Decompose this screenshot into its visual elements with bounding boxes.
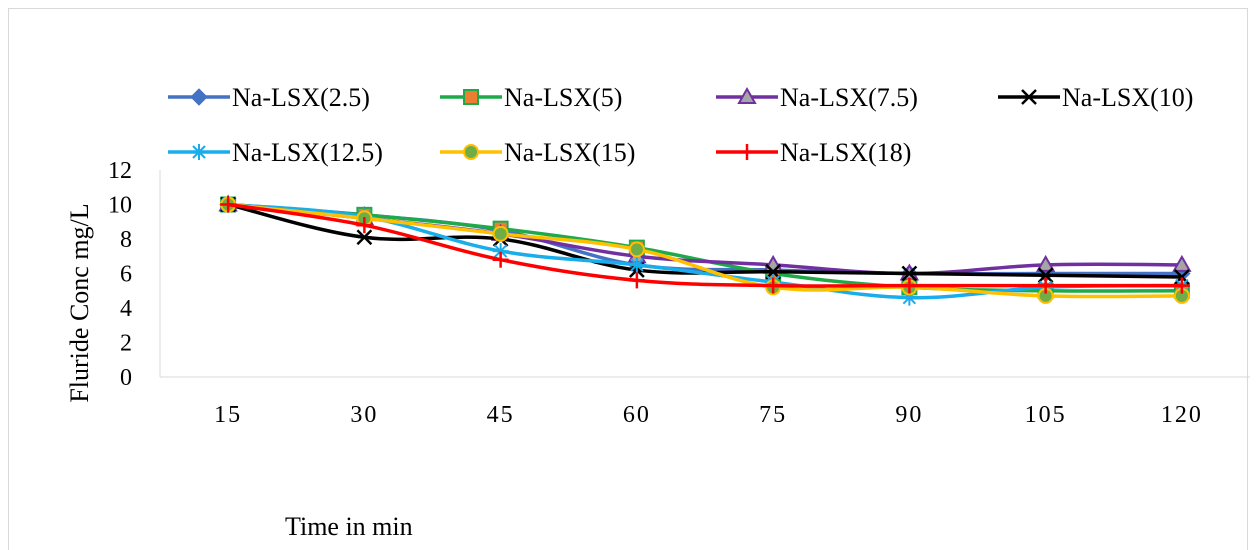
y-axis: 0 2 4 6 8 10 12 xyxy=(108,158,161,391)
data-point xyxy=(901,277,918,294)
data-point xyxy=(1037,267,1054,284)
data-point xyxy=(356,217,373,234)
chart-frame xyxy=(8,8,1248,550)
data-point xyxy=(190,88,208,106)
y-tick-label: 0 xyxy=(120,365,132,391)
data-point xyxy=(1021,89,1037,105)
legend-entry: Na-LSX(10) xyxy=(998,83,1193,112)
data-point xyxy=(463,144,479,160)
legend-label: Na-LSX(15) xyxy=(504,138,635,167)
x-axis-title: Time in min xyxy=(285,512,413,541)
data-point xyxy=(628,241,645,258)
y-tick-label: 2 xyxy=(120,331,132,357)
legend-label: Na-LSX(7.5) xyxy=(780,83,918,112)
legend-label: Na-LSX(10) xyxy=(1062,83,1193,112)
y-tick-label: 8 xyxy=(120,227,132,253)
legend-label: Na-LSX(2.5) xyxy=(232,83,370,112)
data-point xyxy=(765,277,782,294)
data-point xyxy=(628,256,645,273)
y-tick-label: 10 xyxy=(108,193,132,219)
legend-entry: Na-LSX(7.5) xyxy=(716,83,918,112)
legend-label: Na-LSX(5) xyxy=(504,83,622,112)
x-axis: 15 30 45 60 75 90 105 120 xyxy=(160,376,1250,428)
data-point xyxy=(737,86,757,104)
legend-entry: Na-LSX(15) xyxy=(440,138,635,167)
x-tick-label: 90 xyxy=(895,402,923,428)
legend: Na-LSX(2.5) Na-LSX(5) Na-LSX(7.5) Na-LSX(10… xyxy=(168,83,1193,167)
data-point xyxy=(356,229,373,246)
plot-series xyxy=(218,194,1192,306)
legend-label: Na-LSX(18) xyxy=(780,138,911,167)
y-tick-label: 6 xyxy=(120,262,132,288)
x-tick-label: 60 xyxy=(623,402,651,428)
data-point xyxy=(901,265,918,282)
data-point xyxy=(492,251,509,268)
data-point xyxy=(1173,277,1190,294)
legend-entry: Na-LSX(12.5) xyxy=(168,138,383,167)
series-line xyxy=(227,202,1182,299)
legend-entry: Na-LSX(5) xyxy=(440,83,622,112)
x-tick-label: 30 xyxy=(350,402,378,428)
y-tick-label: 4 xyxy=(120,296,132,322)
y-axis-title: Fluride Conc mg/L xyxy=(65,203,94,402)
data-point xyxy=(492,225,509,242)
data-point xyxy=(1035,254,1056,272)
data-point xyxy=(1037,277,1054,294)
legend-label: Na-LSX(12.5) xyxy=(232,138,383,167)
x-tick-label: 15 xyxy=(214,402,242,428)
data-point xyxy=(191,144,207,160)
data-point xyxy=(1172,254,1192,272)
x-tick-label: 105 xyxy=(1025,402,1067,428)
data-point xyxy=(739,144,755,160)
data-point xyxy=(463,89,479,105)
x-tick-label: 45 xyxy=(487,402,515,428)
data-point xyxy=(492,243,509,260)
data-point xyxy=(220,196,237,213)
legend-entry: Na-LSX(18) xyxy=(716,138,911,167)
legend-entry: Na-LSX(2.5) xyxy=(168,83,370,112)
series-7 xyxy=(220,196,1190,294)
data-point xyxy=(628,272,645,289)
x-tick-label: 75 xyxy=(759,402,787,428)
series-line xyxy=(227,202,1182,288)
y-tick-label: 12 xyxy=(108,158,132,184)
x-tick-label: 120 xyxy=(1161,402,1203,428)
